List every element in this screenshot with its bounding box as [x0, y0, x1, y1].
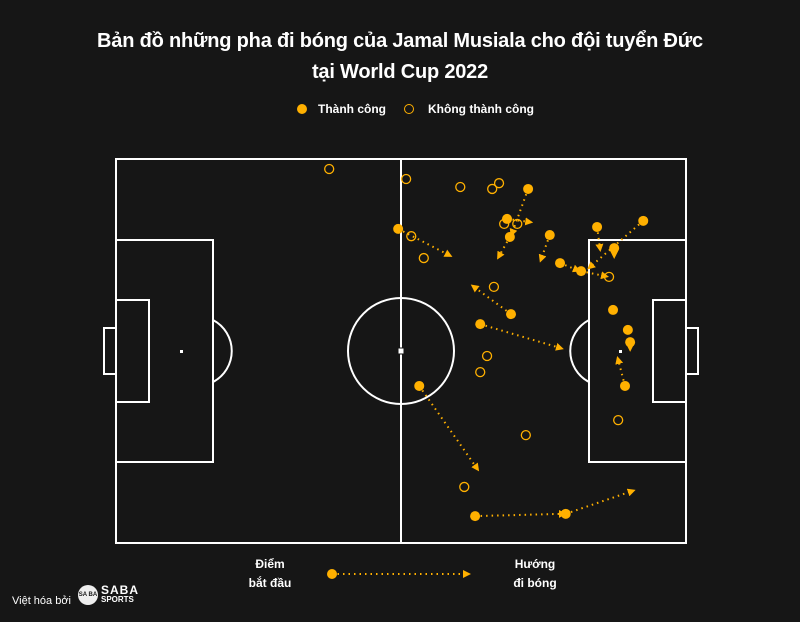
right-penalty-spot — [619, 350, 622, 353]
dribble-direction-arrow — [470, 284, 512, 315]
left-penalty-box — [115, 239, 214, 463]
right-six-yard-box — [652, 299, 687, 403]
legend-fail-label: Không thành công — [428, 102, 534, 116]
dribble-direction-arrow — [497, 236, 511, 260]
dribble-direction-arrow — [397, 227, 453, 257]
unsuccessful-dribble-point — [475, 366, 486, 378]
successful-dribble-point — [523, 183, 534, 194]
successful-dribble-point — [555, 258, 566, 269]
legend-success-marker — [297, 104, 307, 114]
dribble-direction-arrow — [509, 188, 530, 237]
right-goal — [685, 327, 699, 375]
footer-start-line-1: Điểm — [255, 557, 285, 571]
unsuccessful-dribble-point — [493, 178, 505, 189]
unsuccessful-dribble-point — [488, 281, 500, 293]
successful-dribble-point — [544, 230, 555, 241]
legend: Thành công Không thành công — [0, 100, 800, 120]
successful-dribble-point — [576, 266, 587, 277]
successful-dribble-point — [609, 243, 620, 254]
successful-dribble-point — [502, 213, 513, 224]
left-goal — [103, 327, 117, 375]
unsuccessful-dribble-point — [406, 231, 417, 242]
successful-dribble-point — [620, 380, 631, 391]
successful-dribble-point — [592, 221, 603, 232]
center-spot — [397, 347, 405, 355]
left-penalty-spot — [180, 350, 183, 353]
dribble-direction-arrow — [565, 488, 636, 515]
successful-dribble-point — [625, 337, 636, 348]
logo-word-2: SPORTS — [101, 595, 134, 604]
legend-fail-marker — [404, 104, 414, 114]
successful-dribble-point — [560, 508, 571, 519]
unsuccessful-dribble-point — [459, 481, 470, 493]
successful-dribble-point — [506, 309, 517, 320]
left-six-yard-box — [115, 299, 150, 403]
saba-sports-logo: SA BA SABA SPORTS — [78, 583, 140, 605]
successful-dribble-point — [475, 319, 486, 330]
footer-direction-line-2: đi bóng — [513, 576, 557, 590]
dribble-direction-arrow — [580, 270, 609, 280]
successful-dribble-point — [414, 380, 425, 391]
unsuccessful-dribble-point — [481, 350, 493, 362]
unsuccessful-dribble-point — [512, 218, 523, 230]
dribble-direction-arrow — [506, 217, 534, 226]
logo-badge: SA BA — [78, 585, 98, 605]
dribble-direction-arrow — [595, 226, 604, 253]
unsuccessful-dribble-point — [487, 183, 498, 195]
footer-start-point — [327, 569, 337, 579]
unsuccessful-dribble-point — [400, 173, 412, 185]
successful-dribble-point — [638, 215, 649, 226]
successful-dribble-point — [608, 304, 619, 315]
dribble-direction-arrow — [479, 323, 564, 351]
dribble-direction-arrow — [475, 509, 567, 518]
successful-dribble-point — [504, 231, 515, 242]
title-line-2: tại World Cup 2022 — [311, 61, 489, 83]
chart-title: Bản đồ những pha đi bóng của Jamal Musia… — [0, 26, 800, 88]
unsuccessful-dribble-point — [520, 429, 531, 441]
footer-start-label: Điểm bắt đầu — [245, 555, 295, 593]
unsuccessful-dribble-point — [418, 252, 429, 264]
unsuccessful-dribble-point — [603, 271, 615, 283]
right-penalty-arc — [569, 319, 590, 383]
center-circle — [347, 297, 455, 405]
dribble-direction-arrow — [418, 385, 480, 472]
footer-direction-label: Hướng đi bóng — [505, 555, 565, 593]
unsuccessful-dribble-point — [613, 414, 624, 426]
successful-dribble-point — [393, 223, 404, 234]
successful-dribble-point — [470, 511, 481, 522]
logo-word-1: SABA — [101, 583, 140, 597]
dribble-direction-arrow — [615, 355, 626, 387]
footer-direction-line-1: Hướng — [514, 557, 556, 571]
right-penalty-box — [588, 239, 687, 463]
unsuccessful-dribble-point — [455, 181, 466, 193]
legend-success-label: Thành công — [318, 102, 386, 116]
dribble-direction-arrow — [587, 220, 644, 270]
credit-text: Việt hóa bởi — [12, 595, 71, 607]
unsuccessful-dribble-point — [324, 163, 335, 175]
title-line-1: Bản đồ những pha đi bóng của Jamal Musia… — [97, 30, 703, 52]
left-penalty-arc — [212, 319, 233, 383]
successful-dribble-point — [622, 324, 633, 335]
footer-start-line-2: bắt đầu — [248, 576, 292, 590]
